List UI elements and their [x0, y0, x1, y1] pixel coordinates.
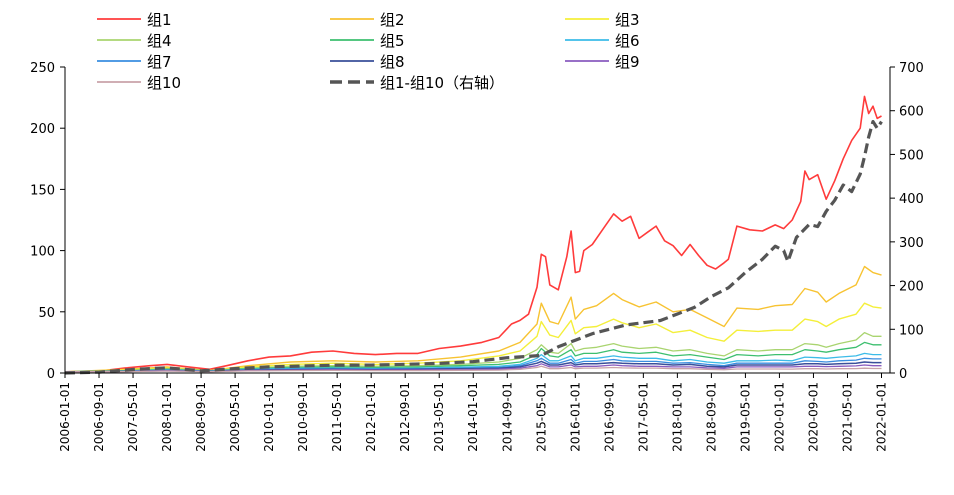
- x-tick-label: 2006-09-01: [92, 382, 106, 452]
- right-y-tick-label: 500: [899, 148, 924, 163]
- legend-label-9: 组9: [615, 53, 640, 71]
- series-line-2: [64, 265, 882, 373]
- left-y-tick-label: 0: [47, 367, 55, 382]
- x-tick-label: 2021-05-01: [840, 382, 854, 452]
- x-tick-label: 2019-05-01: [738, 382, 752, 452]
- left-y-tick-label: 150: [30, 183, 55, 198]
- x-tick-label: 2010-09-01: [296, 382, 310, 452]
- x-tick-label: 2015-05-01: [534, 382, 548, 452]
- series-line-1: [64, 95, 882, 373]
- axes-layer: 0 50 100 150 200 250 0 100 200 300 400 500 600 700 200…: [30, 61, 924, 452]
- left-y-tick-label: 50: [38, 306, 55, 321]
- x-tick-label: 2008-09-01: [194, 382, 208, 452]
- x-tick-label: 2018-01-01: [670, 382, 684, 452]
- legend-label-5: 组5: [380, 32, 405, 50]
- legend-label-2: 组2: [380, 11, 405, 29]
- x-tick-label: 2008-01-01: [160, 382, 174, 452]
- x-tick-label: 2010-01-01: [262, 382, 276, 452]
- series-line-5: [64, 341, 882, 373]
- x-tick-label: 2006-01-01: [58, 382, 72, 452]
- x-tick-label: 2018-09-01: [704, 382, 718, 452]
- x-tick-label: 2020-01-01: [772, 382, 786, 452]
- series-line-6: [64, 352, 882, 373]
- left-y-tick-label: 100: [30, 245, 55, 260]
- legend-label-6: 组6: [615, 32, 640, 50]
- series-line-10: [64, 365, 882, 373]
- right-y-tick-label: 0: [899, 367, 907, 382]
- right-y-tick-label: 400: [899, 192, 924, 207]
- x-tick-label: 2013-05-01: [432, 382, 446, 452]
- legend-label-10: 组10: [147, 74, 181, 92]
- left-y-tick-label: 250: [30, 61, 55, 76]
- right-y-tick-label: 300: [899, 236, 924, 251]
- right-y-tick-label: 600: [899, 105, 924, 120]
- legend-label-7: 组7: [147, 53, 172, 71]
- right-y-tick-label: 100: [899, 323, 924, 338]
- series-layer: [64, 95, 883, 375]
- x-tick-label: 2014-09-01: [500, 382, 514, 452]
- x-tick-label: 2009-05-01: [228, 382, 242, 452]
- left-y-tick-label: 200: [30, 122, 55, 137]
- legend-label-8: 组8: [380, 53, 405, 71]
- legend-label-1: 组1: [147, 11, 172, 29]
- series-line-4: [64, 331, 882, 373]
- x-tick-label: 2016-09-01: [602, 382, 616, 452]
- legend-label-3: 组3: [615, 11, 640, 29]
- series-line-11: [64, 120, 883, 375]
- x-tick-label: 2016-01-01: [568, 382, 582, 452]
- x-tick-label: 2012-01-01: [364, 382, 378, 452]
- right-y-tick-label: 200: [899, 280, 924, 295]
- legend: 组1 组2 组3 组4 组5 组6 组7 组8 组9 组10 组1-组10（右轴）: [97, 11, 640, 92]
- x-tick-label: 2012-09-01: [398, 382, 412, 452]
- x-tick-label: 2017-05-01: [636, 382, 650, 452]
- x-tick-label: 2007-05-01: [126, 382, 140, 452]
- right-y-tick-label: 700: [899, 61, 924, 76]
- x-tick-label: 2014-01-01: [466, 382, 480, 452]
- legend-label-11: 组1-组10（右轴）: [380, 74, 504, 92]
- legend-label-4: 组4: [147, 32, 172, 50]
- x-tick-label: 2020-09-01: [806, 382, 820, 452]
- x-tick-label: 2011-05-01: [330, 382, 344, 452]
- x-tick-label: 2022-01-01: [874, 382, 888, 452]
